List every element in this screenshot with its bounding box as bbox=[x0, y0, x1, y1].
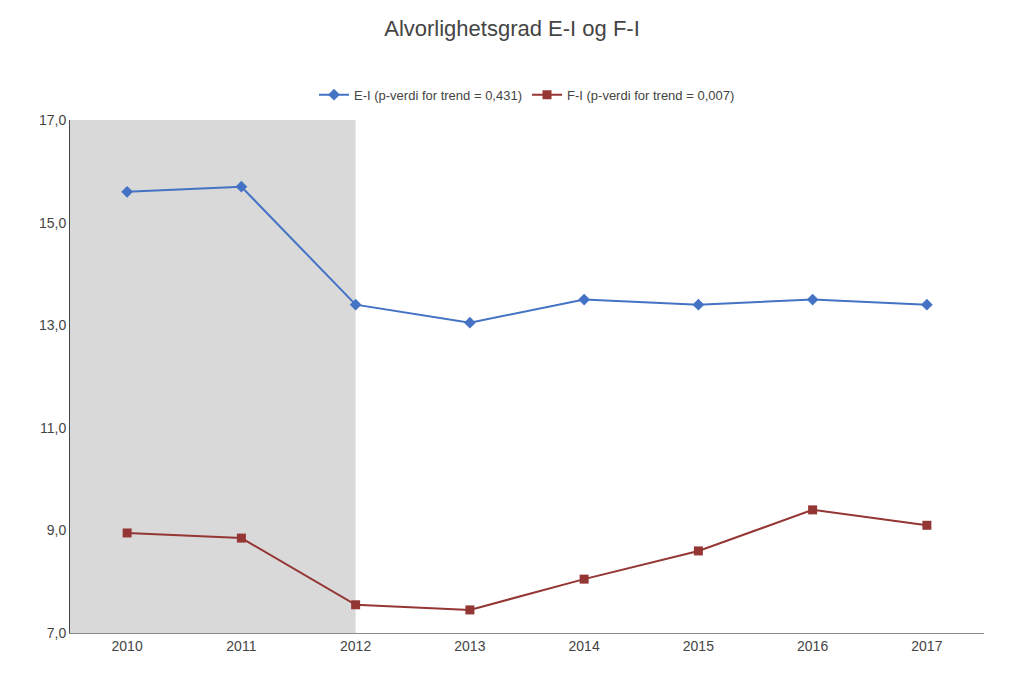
svg-text:9,0: 9,0 bbox=[47, 522, 67, 538]
svg-text:2015: 2015 bbox=[683, 638, 714, 654]
svg-text:7,0: 7,0 bbox=[47, 625, 67, 641]
svg-text:2011: 2011 bbox=[226, 638, 256, 654]
svg-text:F-I (p-verdi for trend = 0,007: F-I (p-verdi for trend = 0,007) bbox=[567, 88, 734, 103]
svg-text:17,0: 17,0 bbox=[39, 112, 66, 128]
svg-text:15,0: 15,0 bbox=[39, 215, 66, 231]
svg-text:2016: 2016 bbox=[797, 638, 828, 654]
svg-text:2014: 2014 bbox=[569, 638, 600, 654]
svg-text:2013: 2013 bbox=[454, 638, 485, 654]
svg-text:13,0: 13,0 bbox=[39, 317, 66, 333]
svg-text:2017: 2017 bbox=[911, 638, 942, 654]
svg-text:E-I (p-verdi for trend = 0,431: E-I (p-verdi for trend = 0,431) bbox=[354, 88, 522, 103]
svg-text:11,0: 11,0 bbox=[40, 420, 66, 436]
svg-text:Alvorlighetsgrad E-I og F-I: Alvorlighetsgrad E-I og F-I bbox=[384, 16, 640, 41]
svg-text:2012: 2012 bbox=[340, 638, 371, 654]
svg-text:2010: 2010 bbox=[112, 638, 143, 654]
